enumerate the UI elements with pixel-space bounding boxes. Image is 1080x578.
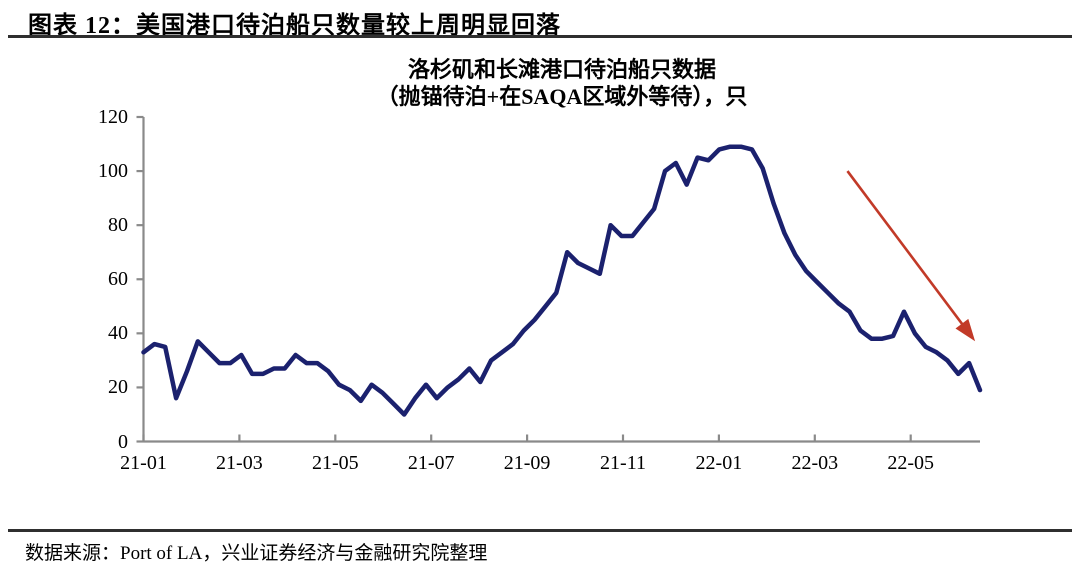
figure-title: 图表 12：美国港口待泊船只数量较上周明显回落: [28, 13, 561, 39]
x-tick-label: 21-05: [311, 452, 359, 474]
x-tick-label: 21-09: [503, 452, 551, 474]
axes: [136, 115, 980, 443]
source-note: 数据来源：Port of LA，兴业证券经济与金融研究院整理: [25, 543, 488, 564]
trend-arrow-shaft: [846, 170, 971, 335]
x-tick-label: 22-03: [791, 452, 839, 474]
y-tick-label: 80: [108, 214, 128, 237]
chart-title: 洛杉矶和长滩港口待泊船只数据 （抛锚待泊+在SAQA区域外等待），只: [143, 56, 981, 110]
trend-arrow-icon: [846, 170, 976, 342]
y-tick-label: 0: [118, 430, 128, 453]
x-tick-label: 21-11: [600, 452, 646, 474]
x-tick-label: 21-01: [120, 452, 167, 474]
y-tick-label: 20: [108, 376, 128, 399]
y-tick-label: 120: [98, 106, 128, 128]
x-tick-label: 21-07: [407, 452, 455, 474]
y-tick-label: 40: [108, 322, 128, 345]
title-underline: [8, 35, 1072, 38]
trend-arrow-head: [955, 318, 976, 342]
series-line: [141, 144, 983, 417]
y-tick-label: 60: [108, 268, 128, 291]
x-tick-label: 21-03: [216, 452, 263, 474]
footer-divider: [8, 529, 1072, 532]
x-tick-label: 22-05: [887, 452, 935, 474]
y-tick-label: 100: [98, 160, 128, 183]
x-tick-label: 22-01: [695, 452, 743, 474]
chart-title-line1: 洛杉矶和长滩港口待泊船只数据: [407, 57, 716, 82]
chart-title-line2: （抛锚待泊+在SAQA区域外等待），只: [376, 84, 748, 109]
